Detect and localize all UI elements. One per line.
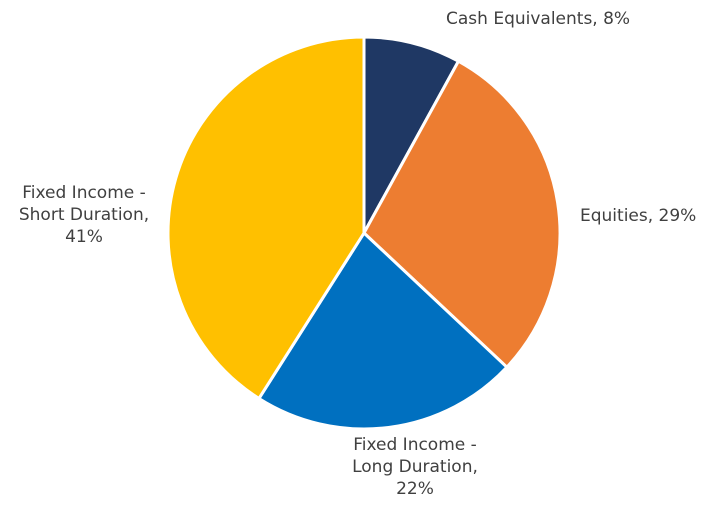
slice-label-fixed-income-short: Fixed Income - Short Duration, 41%: [18, 183, 150, 247]
pie-slice-fixed-income-short-duration: [166, 35, 366, 400]
slice-label-fixed-income-long: Fixed Income - Long Duration, 22%: [352, 435, 478, 499]
slice-label-equities: Equities, 29%: [580, 206, 697, 226]
pie-slice-fixed-income-long-duration: [257, 231, 509, 431]
pie-slice-equities: [362, 59, 562, 369]
pie-slice-cash-equivalents: [362, 35, 460, 235]
pie-slices: [166, 35, 562, 431]
slice-label-cash-equivalents: Cash Equivalents, 8%: [446, 9, 631, 29]
